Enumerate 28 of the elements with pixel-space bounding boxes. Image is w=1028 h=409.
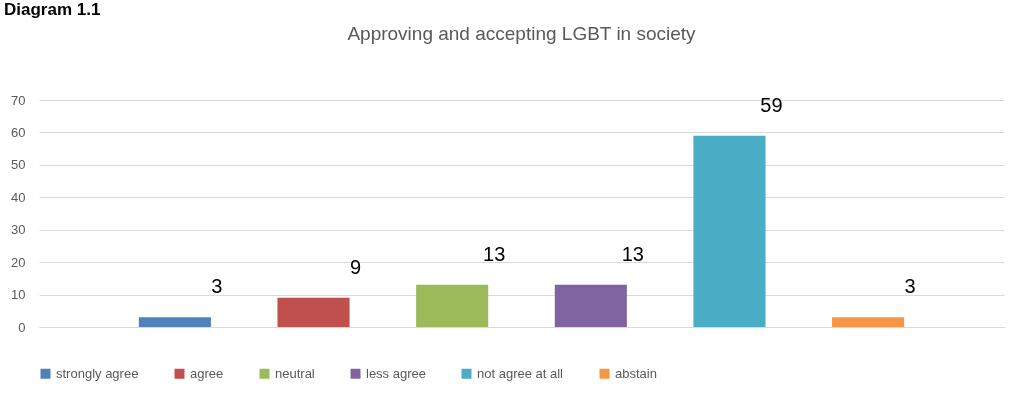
y-tick-label: 10 [11, 287, 26, 303]
y-tick-label: 30 [11, 222, 26, 238]
y-tick-label: 50 [11, 157, 26, 173]
y-tick-label: 40 [11, 189, 26, 205]
text: Diagram 1.1 [4, 0, 101, 19]
legend-label: abstain [615, 365, 657, 381]
bar [416, 284, 489, 327]
data-label: 13 [483, 242, 506, 265]
data-label: 9 [349, 255, 362, 278]
legend-label: less agree [366, 365, 426, 381]
legend-label: agree [190, 365, 224, 381]
bar [277, 297, 350, 327]
chart-title: Approving and accepting LGBT in society [347, 23, 697, 44]
legend-label: not agree at all [477, 365, 564, 381]
legend-label: neutral [275, 365, 315, 381]
bar [693, 135, 766, 327]
y-tick-label: 0 [18, 319, 26, 335]
data-label: 3 [904, 275, 916, 298]
legend-label: strongly agree [56, 365, 139, 381]
bar [832, 317, 905, 327]
bar [554, 284, 627, 327]
data-label: 13 [621, 242, 644, 265]
data-label: 3 [211, 275, 223, 298]
y-tick-label: 70 [11, 92, 26, 108]
bar [138, 317, 211, 327]
y-tick-label: 20 [11, 254, 26, 270]
data-label: 59 [760, 93, 783, 116]
y-tick-label: 60 [11, 124, 26, 140]
